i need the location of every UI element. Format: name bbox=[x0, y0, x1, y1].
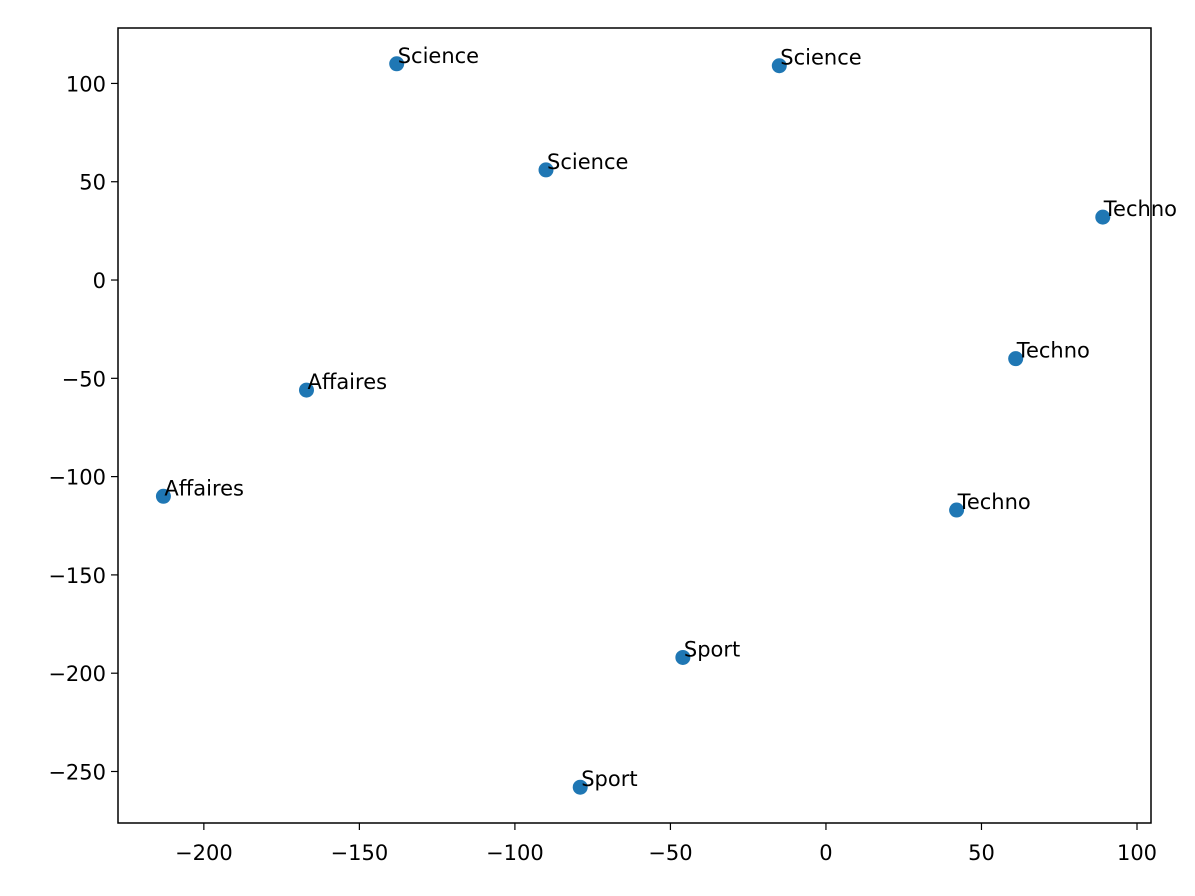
x-tick-label: 0 bbox=[819, 841, 832, 865]
x-tick-label: −100 bbox=[486, 841, 544, 865]
point-label: Sport bbox=[581, 767, 637, 791]
point-label: Techno bbox=[1016, 339, 1090, 363]
y-tick-label: −250 bbox=[48, 760, 106, 784]
point-label: Affaires bbox=[164, 476, 244, 500]
x-tick-label: −150 bbox=[331, 841, 389, 865]
y-tick-label: −50 bbox=[62, 367, 106, 391]
point bbox=[538, 162, 554, 178]
point-label: Affaires bbox=[307, 370, 387, 394]
point bbox=[298, 382, 314, 398]
y-tick-label: −200 bbox=[48, 662, 106, 686]
plot-frame bbox=[117, 27, 1152, 824]
point-label: Science bbox=[547, 150, 628, 174]
x-tick-label: −200 bbox=[175, 841, 233, 865]
y-tick-label: −100 bbox=[48, 466, 106, 490]
point bbox=[1008, 351, 1024, 367]
point-label: Techno bbox=[1103, 197, 1177, 221]
point bbox=[155, 488, 171, 504]
point-label: Sport bbox=[684, 637, 740, 661]
x-tick-label: −50 bbox=[648, 841, 692, 865]
point-label: Science bbox=[398, 44, 479, 68]
point bbox=[572, 779, 588, 795]
point bbox=[675, 649, 691, 665]
x-tick-label: 50 bbox=[968, 841, 995, 865]
y-tick-label: 100 bbox=[66, 72, 106, 96]
point bbox=[949, 502, 965, 518]
y-tick-label: −150 bbox=[48, 564, 106, 588]
y-tick-label: 50 bbox=[79, 171, 106, 195]
point-label: Science bbox=[780, 46, 861, 70]
x-tick-label: 100 bbox=[1117, 841, 1157, 865]
point-label: Techno bbox=[957, 490, 1031, 514]
point bbox=[1095, 209, 1111, 225]
point bbox=[771, 58, 787, 74]
point bbox=[389, 56, 405, 72]
y-tick-label: 0 bbox=[93, 269, 106, 293]
